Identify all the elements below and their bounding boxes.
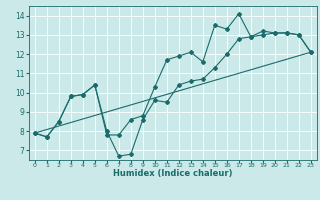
X-axis label: Humidex (Indice chaleur): Humidex (Indice chaleur): [113, 169, 233, 178]
